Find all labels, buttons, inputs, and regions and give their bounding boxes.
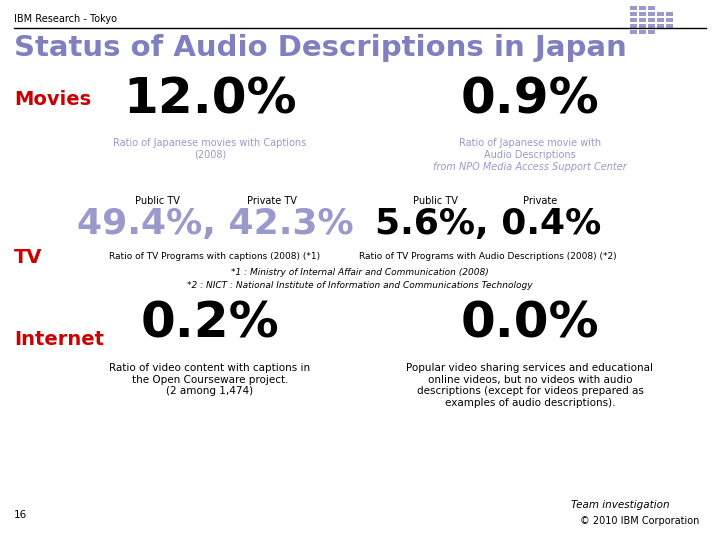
Bar xyxy=(648,18,655,22)
Text: Movies: Movies xyxy=(14,90,91,109)
Bar xyxy=(648,12,655,16)
Text: 16: 16 xyxy=(14,510,27,520)
Bar xyxy=(657,24,664,28)
Bar xyxy=(639,12,646,16)
Text: 12.0%: 12.0% xyxy=(123,75,297,123)
Bar xyxy=(630,6,637,10)
Bar xyxy=(639,30,646,34)
Bar xyxy=(630,24,637,28)
Bar xyxy=(666,24,673,28)
Text: Team investigation: Team investigation xyxy=(571,500,670,510)
Text: 0.0%: 0.0% xyxy=(461,300,599,348)
Text: Ratio of TV Programs with Audio Descriptions (2008) (*2): Ratio of TV Programs with Audio Descript… xyxy=(359,252,617,261)
Text: *2 : NICT : National Institute of Information and Communications Technology: *2 : NICT : National Institute of Inform… xyxy=(187,281,533,290)
Text: Private: Private xyxy=(523,196,557,206)
Bar xyxy=(666,12,673,16)
Text: 0.2%: 0.2% xyxy=(140,300,279,348)
Text: *1 : Ministry of Internal Affair and Communication (2008): *1 : Ministry of Internal Affair and Com… xyxy=(231,268,489,277)
Bar xyxy=(630,30,637,34)
Bar xyxy=(639,18,646,22)
Bar xyxy=(639,6,646,10)
Text: Popular video sharing services and educational
online videos, but no videos with: Popular video sharing services and educa… xyxy=(407,363,654,408)
Text: 49.4%, 42.3%: 49.4%, 42.3% xyxy=(77,207,354,241)
Text: IBM Research - Tokyo: IBM Research - Tokyo xyxy=(14,14,117,24)
Bar xyxy=(657,12,664,16)
Text: Public TV: Public TV xyxy=(413,196,457,206)
Text: Ratio of video content with captions in
the Open Courseware project.
(2 among 1,: Ratio of video content with captions in … xyxy=(109,363,310,396)
Text: Ratio of Japanese movie with
Audio Descriptions: Ratio of Japanese movie with Audio Descr… xyxy=(459,138,601,160)
Text: TV: TV xyxy=(14,248,42,267)
Bar xyxy=(648,30,655,34)
Text: Status of Audio Descriptions in Japan: Status of Audio Descriptions in Japan xyxy=(14,34,626,62)
Text: Private TV: Private TV xyxy=(247,196,297,206)
Bar xyxy=(639,24,646,28)
Text: Internet: Internet xyxy=(14,330,104,349)
Bar xyxy=(648,24,655,28)
Text: Ratio of Japanese movies with Captions
(2008): Ratio of Japanese movies with Captions (… xyxy=(113,138,307,160)
Bar xyxy=(648,6,655,10)
Text: 5.6%, 0.4%: 5.6%, 0.4% xyxy=(375,207,601,241)
Bar xyxy=(630,18,637,22)
Text: from NPO Media Access Support Center: from NPO Media Access Support Center xyxy=(433,162,627,172)
Text: Public TV: Public TV xyxy=(135,196,179,206)
Bar xyxy=(657,18,664,22)
Bar xyxy=(630,12,637,16)
Text: Ratio of TV Programs with captions (2008) (*1): Ratio of TV Programs with captions (2008… xyxy=(109,252,320,261)
Text: © 2010 IBM Corporation: © 2010 IBM Corporation xyxy=(580,516,700,526)
Bar xyxy=(666,18,673,22)
Text: 0.9%: 0.9% xyxy=(461,75,599,123)
